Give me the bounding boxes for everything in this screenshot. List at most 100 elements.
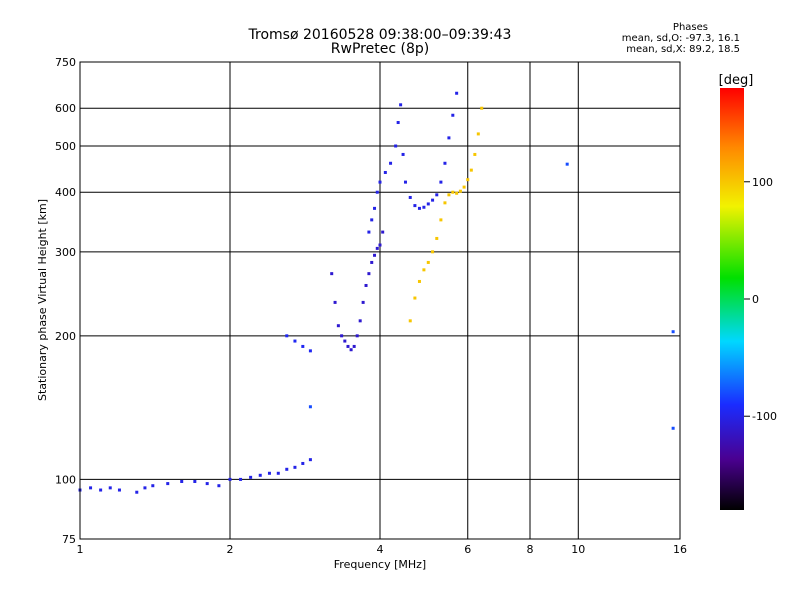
stats-line-x: mean, sd,X: 89.2, 18.5 [626, 44, 740, 55]
data-point [439, 218, 443, 222]
data-point [193, 479, 197, 483]
x-tick-label: 6 [464, 543, 471, 556]
y-tick-label: 750 [55, 56, 76, 69]
data-point [671, 330, 675, 334]
y-tick-label: 200 [55, 330, 76, 343]
data-point [451, 190, 455, 194]
data-point [373, 206, 377, 210]
data-point [389, 161, 393, 165]
data-point [480, 106, 484, 110]
x-tick-label: 8 [527, 543, 534, 556]
data-point [443, 161, 447, 165]
data-point [447, 193, 451, 197]
y-tick-label: 400 [55, 186, 76, 199]
data-point [373, 253, 377, 257]
data-point [455, 191, 459, 195]
data-point [346, 344, 350, 348]
chart-title: Tromsø 20160528 09:38:00–09:39:43 [248, 27, 512, 43]
data-point [117, 488, 121, 492]
data-point [340, 334, 344, 338]
data-point [239, 477, 243, 481]
data-point [671, 426, 675, 430]
x-tick-label: 10 [571, 543, 585, 556]
data-point [417, 206, 421, 210]
data-point [333, 300, 337, 304]
data-point [301, 344, 305, 348]
data-point [180, 479, 184, 483]
x-tick-label: 4 [377, 543, 384, 556]
data-point [408, 319, 412, 323]
data-point [352, 344, 356, 348]
data-point [276, 471, 280, 475]
y-tick-label: 75 [62, 533, 76, 546]
data-point [443, 201, 447, 205]
data-point [361, 300, 365, 304]
data-point [378, 180, 382, 184]
data-point [217, 484, 221, 488]
data-point [426, 260, 430, 264]
y-tick-label: 600 [55, 102, 76, 115]
data-point [370, 260, 374, 264]
chart-subtitle: RwPretec (8p) [330, 41, 430, 57]
colorbar-ticks: 100 0 -100 [744, 176, 777, 423]
data-point [375, 246, 379, 250]
colorbar-title: [deg] [719, 73, 754, 88]
data-point [435, 193, 439, 197]
data-point [458, 189, 462, 193]
y-tick-label: 300 [55, 246, 76, 259]
data-point [308, 349, 312, 353]
data-point [99, 488, 103, 492]
data-point [431, 198, 435, 202]
data-point [466, 178, 470, 182]
colorbar-tick-label: 100 [752, 176, 773, 189]
data-point [401, 152, 405, 156]
data-point [228, 477, 232, 481]
data-point [308, 405, 312, 409]
data-point [413, 204, 417, 208]
data-point [364, 283, 368, 287]
y-axis-label: Stationary phase Virtual Height [km] [36, 199, 49, 401]
data-point [151, 484, 155, 488]
colorbar [720, 88, 744, 510]
data-point [476, 132, 480, 136]
data-point [447, 136, 451, 140]
data-point [422, 205, 426, 209]
data-point [455, 91, 459, 95]
data-point [399, 103, 403, 107]
data-point [267, 471, 271, 475]
data-point [355, 334, 359, 338]
data-point [349, 348, 353, 352]
data-point [343, 339, 347, 343]
colorbar-tick-label: -100 [752, 410, 777, 423]
data-point [422, 268, 426, 272]
data-point [413, 296, 417, 300]
data-point [378, 243, 382, 247]
data-point [462, 185, 466, 189]
colorbar-tick-label: 0 [752, 293, 759, 306]
data-point [417, 279, 421, 283]
data-point [205, 482, 209, 486]
plot-frame [79, 61, 681, 540]
data-point [375, 190, 379, 194]
scatter-points [78, 91, 675, 494]
stats-line-o: mean, sd,O: -97.3, 16.1 [621, 33, 740, 44]
y-axis-ticks: 75 100 200 300 400 500 600 750 [55, 56, 76, 546]
data-point [439, 180, 443, 184]
data-point [308, 458, 312, 462]
data-point [403, 180, 407, 184]
data-point [394, 144, 398, 148]
data-point [143, 486, 147, 490]
data-point [367, 272, 371, 276]
data-point [285, 334, 289, 338]
x-tick-label: 16 [673, 543, 687, 556]
data-point [135, 490, 139, 494]
data-point [469, 168, 473, 172]
data-point [89, 486, 93, 490]
data-point [258, 473, 262, 477]
data-point [249, 475, 253, 479]
data-point [383, 170, 387, 174]
x-tick-label: 1 [77, 543, 84, 556]
y-tick-label: 500 [55, 140, 76, 153]
stats-heading: Phases [672, 22, 708, 33]
